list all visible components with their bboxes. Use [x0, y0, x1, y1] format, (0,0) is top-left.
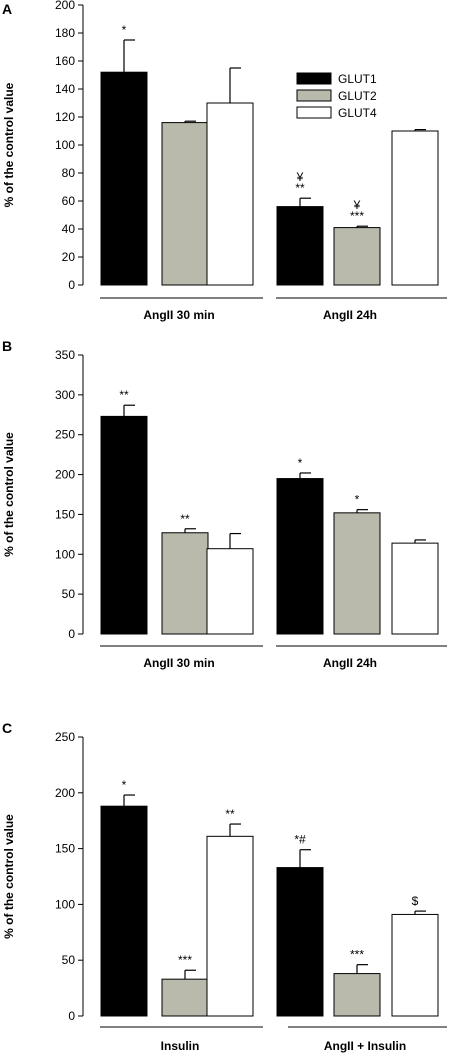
panel-b-y-tick-label: 50	[62, 587, 76, 601]
panel-a-significance-label: ¥	[296, 170, 304, 184]
panel-b-group-label: AngII 30 min	[143, 656, 214, 670]
panel-c-y-tick-label: 100	[55, 897, 75, 911]
panel-c-y-tick-label: 200	[55, 786, 75, 800]
panel-b-letter: B	[2, 338, 12, 354]
panel-b-y-tick-label: 250	[55, 428, 75, 442]
panel-a-legend-swatch-glut2	[296, 89, 332, 102]
panel-a-bar-glut1	[276, 206, 324, 286]
panel-c-y-tick-label: 250	[55, 730, 75, 744]
panel-a-legend-label-glut4: GLUT4	[338, 106, 377, 120]
panel-c-bar-glut2	[333, 973, 381, 1017]
panel-b-significance-label: **	[180, 512, 190, 526]
panel-a-legend-label-glut2: GLUT2	[338, 89, 377, 103]
panel-a-bar-glut2	[333, 227, 381, 286]
panel-a-significance-label: ***	[350, 209, 364, 223]
panel-c-group-label: AngII + Insulin	[324, 1039, 406, 1053]
panel-c-group-label: Insulin	[161, 1039, 200, 1053]
panel-a-bar-glut4	[391, 130, 439, 286]
panel-c-significance-label: **	[225, 807, 235, 821]
panel-a-y-tick-label: 80	[62, 166, 76, 180]
panel-c-bar-glut4	[206, 835, 254, 1017]
panel-a-y-axis-label: % of the control value	[2, 82, 16, 207]
panel-b-y-tick-label: 150	[55, 507, 75, 521]
panel-b-significance-label: *	[298, 456, 303, 470]
panel-a-legend-label-glut1: GLUT1	[338, 72, 377, 86]
panel-a-significance-label: ¥	[353, 198, 361, 212]
panel-a-legend-swatch-glut1	[296, 72, 332, 85]
panel-a-bar-glut4	[206, 102, 254, 286]
panel-a-bar-glut2	[161, 122, 209, 286]
panel-a-group-label: AngII 24h	[323, 308, 377, 322]
panel-a-y-tick-label: 0	[68, 278, 75, 292]
panel-c-y-tick-label: 0	[68, 1009, 75, 1023]
panel-a-y-tick-label: 200	[55, 0, 75, 12]
panel-a-y-tick-label: 160	[55, 54, 75, 68]
panel-a-y-tick-label: 40	[62, 222, 76, 236]
panel-a-significance-label: **	[295, 181, 305, 195]
panel-c-significance-label: *	[122, 778, 127, 792]
panel-b-y-axis-label: % of the control value	[2, 432, 16, 557]
panel-a-y-tick-label: 20	[62, 250, 76, 264]
panel-a-y-tick-label: 180	[55, 26, 75, 40]
panel-c-significance-label: *#	[294, 833, 306, 847]
panel-a-legend-swatch-glut4	[296, 106, 332, 119]
panel-a-y-tick-label: 120	[55, 110, 75, 124]
panel-b-y-tick-label: 300	[55, 388, 75, 402]
panel-b-bar-glut1	[276, 478, 324, 635]
panel-b-bar-glut4	[206, 548, 254, 635]
panel-c-bar-glut4	[391, 913, 439, 1017]
panel-b-y-tick-label: 350	[55, 348, 75, 362]
panel-c-bar-glut2	[161, 978, 209, 1017]
panel-a-significance-label: *	[122, 23, 127, 37]
panel-c-letter: C	[2, 720, 12, 736]
panel-b-bar-glut2	[161, 532, 209, 635]
panel-b-y-tick-label: 200	[55, 468, 75, 482]
panel-a-y-tick-label: 60	[62, 194, 76, 208]
panel-b-y-tick-label: 100	[55, 547, 75, 561]
panel-a-y-tick-label: 100	[55, 138, 75, 152]
panel-b-significance-label: **	[119, 388, 129, 402]
panel-a-letter: A	[2, 1, 12, 17]
panel-c-significance-label: ***	[350, 948, 364, 962]
panel-a-group-label: AngII 30 min	[143, 308, 214, 322]
panel-c-y-tick-label: 50	[62, 953, 76, 967]
panel-b-bar-glut2	[333, 512, 381, 635]
panel-b-group-label: AngII 24h	[323, 656, 377, 670]
panel-c-bar-glut1	[276, 867, 324, 1017]
panel-a-y-tick-label: 140	[55, 82, 75, 96]
panel-c-significance-label: ***	[178, 953, 192, 967]
panel-b-y-tick-label: 0	[68, 627, 75, 641]
panel-b-bar-glut1	[100, 415, 148, 635]
panel-c-bar-glut1	[100, 805, 148, 1017]
panel-a-bar-glut1	[100, 71, 148, 286]
panel-c-significance-label: $	[412, 894, 419, 908]
panel-c-y-axis-label: % of the control value	[2, 814, 16, 939]
panel-b-significance-label: *	[355, 493, 360, 507]
panel-c-y-tick-label: 150	[55, 842, 75, 856]
panel-b-bar-glut4	[391, 542, 439, 635]
